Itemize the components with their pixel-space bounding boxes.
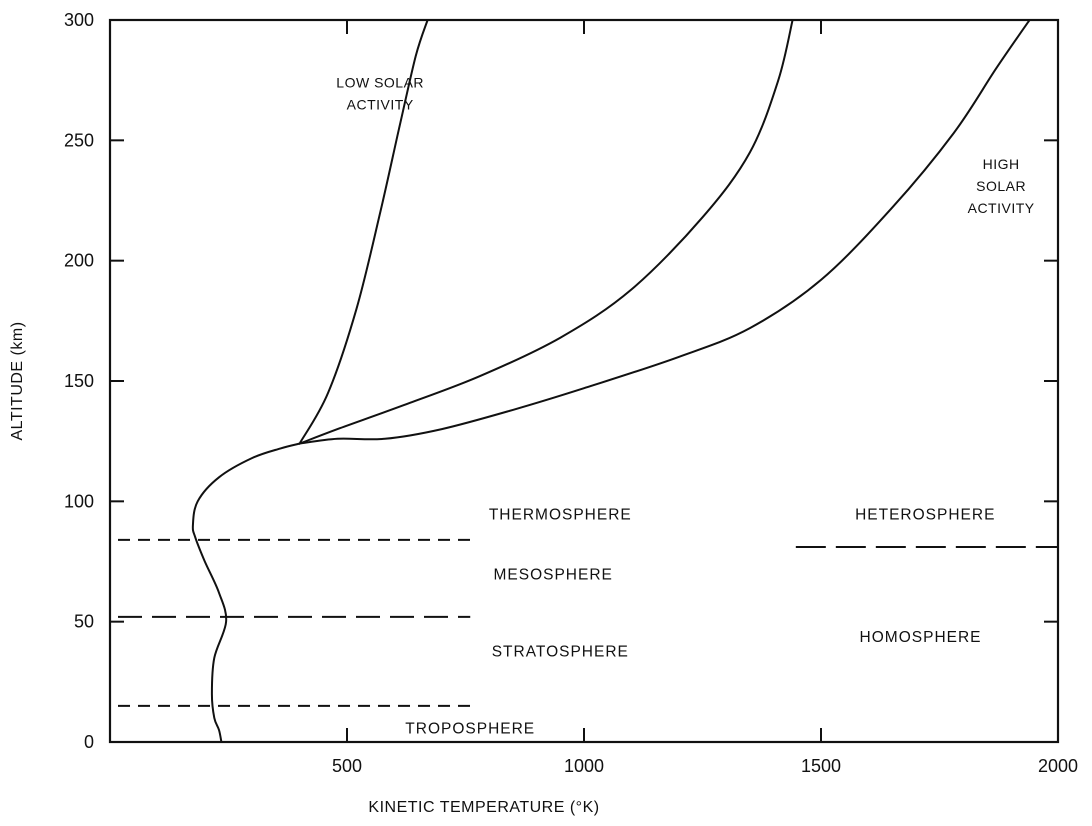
curve-label-line: HIGH xyxy=(983,156,1020,172)
x-tick-label: 2000 xyxy=(1038,756,1078,776)
medium-solar-activity-line xyxy=(298,19,794,445)
curve-label-line: SOLAR xyxy=(976,178,1026,194)
x-tick-label: 1000 xyxy=(564,756,604,776)
y-tick-label: 0 xyxy=(84,732,94,752)
layer-boundaries xyxy=(118,538,1058,707)
layer-label-mesosphere: MESOSPHERE xyxy=(493,567,612,584)
y-tick-label: 200 xyxy=(64,251,94,271)
layer-label-thermosphere: THERMOSPHERE xyxy=(489,506,632,523)
y-tick-label: 50 xyxy=(74,612,94,632)
curve-label-line: ACTIVITY xyxy=(968,200,1035,216)
curve-label-line: LOW SOLAR xyxy=(336,74,424,90)
x-tick-label: 1500 xyxy=(801,756,841,776)
curve-labels: LOW SOLAR ACTIVITY HIGH SOLAR ACTIVITY xyxy=(336,74,1034,216)
temperature-profiles xyxy=(191,19,1031,743)
x-axis-label: KINETIC TEMPERATURE (°K) xyxy=(368,799,599,816)
y-tick-label: 300 xyxy=(64,10,94,30)
y-tick-label: 150 xyxy=(64,371,94,391)
low-solar-activity-line xyxy=(298,19,429,445)
layer-label-homosphere: HOMOSPHERE xyxy=(860,629,982,646)
y-axis-label: ALTITUDE (km) xyxy=(9,321,26,440)
high-solar-activity-line xyxy=(298,19,1031,445)
y-tick-label: 250 xyxy=(64,130,94,150)
layer-labels: THERMOSPHERE MESOSPHERE STRATOSPHERE TROPOS… xyxy=(405,506,995,738)
base-profile-line xyxy=(191,442,301,743)
layer-label-stratosphere: STRATOSPHERE xyxy=(492,644,629,661)
axis-ticks xyxy=(110,20,1058,742)
y-tick-label: 100 xyxy=(64,491,94,511)
layer-label-troposphere: TROPOSPHERE xyxy=(405,721,535,738)
x-tick-label: 500 xyxy=(332,756,362,776)
layer-label-heterosphere: HETEROSPHERE xyxy=(855,506,995,523)
axis-tick-labels: 0 50 100 150 200 250 300 500 1000 1500 2000 xyxy=(64,10,1078,776)
curve-label-line: ACTIVITY xyxy=(347,96,414,112)
